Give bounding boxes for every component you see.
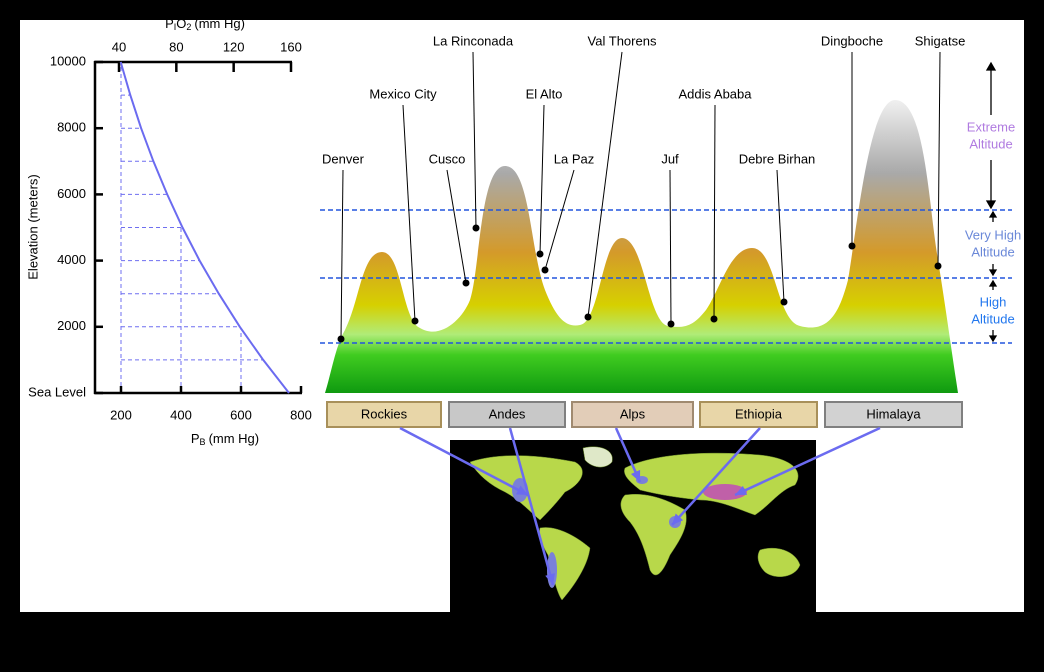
- range-box: [699, 401, 818, 428]
- site-label: Dingboche: [821, 33, 883, 48]
- site-label: La Rinconada: [433, 33, 514, 48]
- sites: Denver Mexico City La Rinconada Cusco El Alt…: [322, 33, 966, 343]
- site-pointer: [544, 169, 575, 271]
- zone-arrows: [985, 61, 998, 343]
- highlands: [512, 476, 747, 588]
- site-pointer: [446, 169, 467, 284]
- range-arrow: [399, 426, 529, 497]
- x2-tick-label: 40: [112, 39, 126, 54]
- y-tick-label: 10000: [50, 53, 86, 68]
- zone-label: High: [980, 294, 1007, 309]
- range-label: Alps: [620, 406, 646, 421]
- top-axis-label: PIO2 (mm Hg): [165, 16, 245, 32]
- ranges: Rockies Andes Alps Ethiopia Himalaya: [326, 401, 963, 586]
- y-tick-label: Sea Level: [28, 384, 86, 399]
- site-pointer: [713, 104, 716, 320]
- y-tick-label: 2000: [57, 318, 86, 333]
- pressure-chart: 200 400 600 800 40 80 120 160 Sea Level 2000 4000 6…: [28, 39, 312, 422]
- site-pointer: [402, 104, 416, 322]
- zone-label: Altitude: [969, 136, 1012, 151]
- site-label: La Paz: [554, 151, 594, 166]
- arrow-head: [515, 485, 528, 495]
- x-tick-label: 800: [290, 407, 312, 422]
- zone-label: Altitude: [971, 244, 1014, 259]
- x-tick-label: 600: [230, 407, 252, 422]
- site-pointer: [539, 104, 545, 255]
- site-pointer: [776, 169, 785, 303]
- x2-tick-label: 120: [223, 39, 245, 54]
- site-dot: [667, 320, 675, 328]
- site-pointer: [587, 51, 623, 318]
- range-arrow: [508, 427, 555, 586]
- zone-label: Very High: [965, 227, 1021, 242]
- y-axis-label: Elevation (meters): [25, 174, 40, 279]
- range-arrow: [671, 427, 761, 526]
- range-label: Himalaya: [866, 406, 921, 421]
- site-dot: [848, 242, 856, 250]
- site-pointer: [669, 169, 672, 325]
- range-box: [824, 401, 963, 428]
- range-box: [571, 401, 694, 428]
- x2-tick-label: 160: [280, 39, 302, 54]
- site-label: Val Thorens: [588, 33, 657, 48]
- range-box: [326, 401, 442, 428]
- range-label: Rockies: [361, 406, 408, 421]
- arrow-head: [672, 513, 684, 525]
- site-pointer: [472, 51, 477, 229]
- y-tick-label: 4000: [57, 252, 86, 267]
- pressure-curve: [119, 61, 290, 394]
- site-dot: [541, 266, 549, 274]
- site-dot: [462, 279, 470, 287]
- site-dot: [934, 262, 942, 270]
- arrow-head: [630, 469, 641, 482]
- site-dot: [710, 315, 718, 323]
- site-pointer: [937, 51, 941, 267]
- zone-label: Extreme: [967, 119, 1015, 134]
- zone-label: Altitude: [971, 311, 1014, 326]
- y-tick-label: 6000: [57, 186, 86, 201]
- y-tick-label: 8000: [57, 120, 86, 135]
- site-dot: [536, 250, 544, 258]
- x-tick-label: 200: [110, 407, 132, 422]
- site-dot: [780, 298, 788, 306]
- arrow-head: [545, 573, 555, 585]
- site-dot: [337, 335, 345, 343]
- site-label: Shigatse: [915, 33, 966, 48]
- range-box: [448, 401, 566, 428]
- site-label: Mexico City: [369, 86, 437, 101]
- site-label: Cusco: [429, 151, 466, 166]
- arrow-head: [735, 485, 748, 495]
- x-tick-label: 400: [170, 407, 192, 422]
- site-dot: [584, 313, 592, 321]
- site-label: Addis Ababa: [678, 86, 752, 101]
- x2-tick-label: 80: [169, 39, 183, 54]
- site-label: Debre Birhan: [739, 151, 816, 166]
- site-label: Juf: [661, 151, 679, 166]
- site-dot: [472, 224, 480, 232]
- site-label: Denver: [322, 151, 365, 166]
- range-arrow: [734, 426, 881, 497]
- site-pointer: [340, 169, 344, 340]
- mountain-profile: [325, 100, 958, 393]
- range-label: Andes: [489, 406, 526, 421]
- site-label: El Alto: [526, 86, 563, 101]
- range-label: Ethiopia: [735, 406, 783, 421]
- site-dot: [411, 317, 419, 325]
- bottom-axis-label: PB (mm Hg): [191, 431, 259, 447]
